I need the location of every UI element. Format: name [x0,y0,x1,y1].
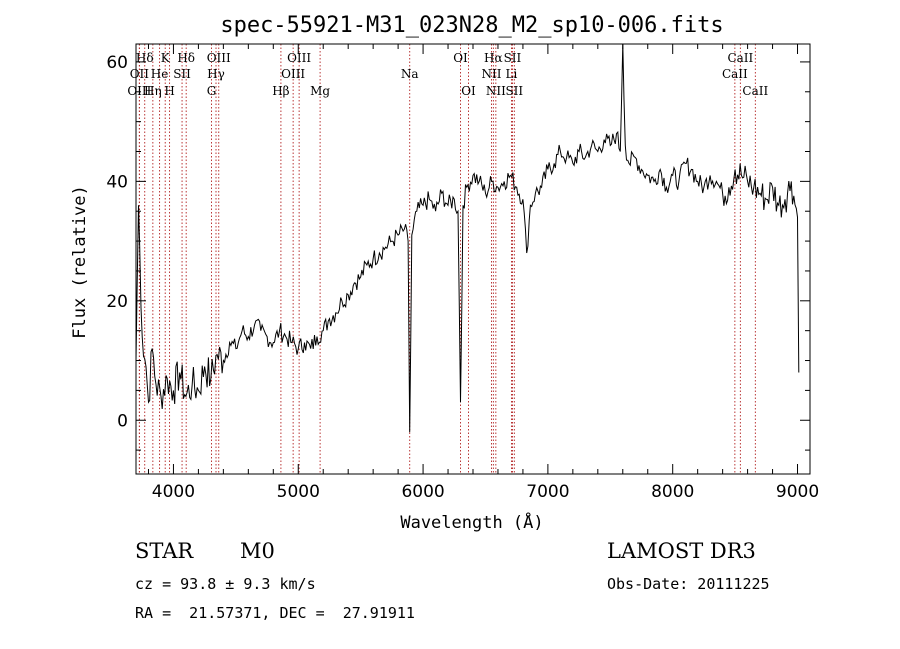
line-label-25: CaII [727,51,753,65]
line-label-16: Na [401,67,419,81]
observation-date: Obs-Date: 20111225 [607,575,770,593]
spectrum-series [135,43,800,433]
x-axis-label: Wavelength (Å) [400,511,543,533]
line-label-7: H [164,84,174,98]
line-label-21: NII [481,67,501,81]
x-tick-label-1: 5000 [277,482,320,502]
line-label-26: CaII [722,67,748,81]
line-label-2: OIII [127,84,151,98]
spectrum-line [135,43,800,433]
coordinates: RA = 21.57371, DEC = 27.91911 [135,604,415,622]
y-axis-label: Flux (relative) [70,185,90,339]
x-tick-label-3: 7000 [526,482,569,502]
line-label-17: OI [453,51,468,65]
line-label-10: Hγ [207,67,225,81]
line-label-4: He [151,67,169,81]
survey-name: LAMOST DR3 [607,539,756,563]
line-label-13: OIII [281,67,305,81]
line-label-22: Li [506,67,518,81]
line-label-8: Hδ [177,51,195,65]
y-tick-label-1: 20 [106,292,128,312]
line-label-20: SII [504,51,522,65]
x-tick-label-5: 9000 [776,482,819,502]
object-subclass: M0 [240,539,275,563]
redshift-velocity: cz = 93.8 ± 9.3 km/s [135,575,316,593]
line-label-9: OIII [207,51,231,65]
line-label-0: Hδ [136,51,154,65]
axis-ticks: 4000 5000 6000 7000 8000 9000 0 20 40 60 [106,44,819,502]
line-label-12: OIII [287,51,311,65]
x-tick-label-4: 8000 [651,482,694,502]
line-label-23: NII [486,84,506,98]
spectral-line-markers [138,44,756,474]
x-tick-label-0: 4000 [152,482,195,502]
y-tick-label-0: 0 [117,411,128,431]
line-label-3: K [161,51,171,65]
line-label-24: SII [505,84,523,98]
x-tick-label-2: 6000 [401,482,444,502]
object-class: STAR [135,539,194,563]
plot-frame [135,43,811,475]
line-label-15: Mg [310,84,330,98]
y-tick-label-2: 40 [106,172,128,192]
line-label-5: Hη [144,84,162,98]
chart-title: spec-55921-M31_023N28_M2_sp10-006.fits [220,13,723,38]
line-label-19: Hα [484,51,503,65]
line-label-11: G [207,84,217,98]
line-label-1: OII [130,67,150,81]
y-tick-label-3: 60 [106,53,128,73]
line-label-27: CaII [742,84,768,98]
line-label-18: OI [461,84,476,98]
line-label-6: SII [173,67,191,81]
line-label-14: Hβ [272,84,289,98]
spectral-line-labels: Hδ OII OIII K He Hη SII H Hδ OIII Hγ G OIII OIII Hβ Mg N… [127,51,768,98]
